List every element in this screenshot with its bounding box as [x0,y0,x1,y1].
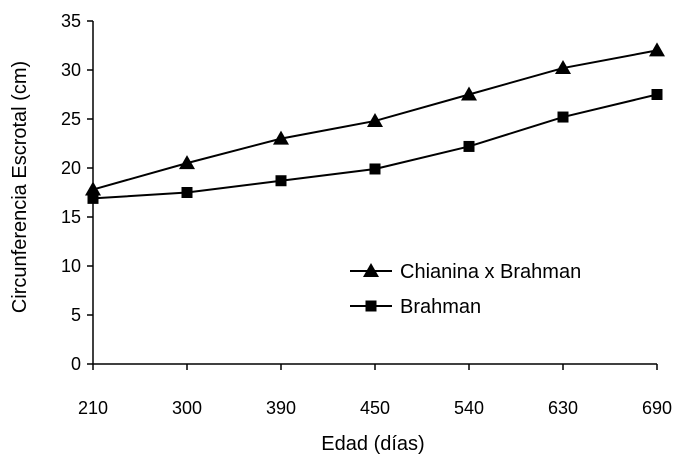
y-tick-label: 25 [61,109,81,129]
data-point-marker [461,86,477,101]
legend-label: Brahman [400,296,481,318]
x-tick-label: 450 [360,398,390,418]
series-line [92,93,658,200]
data-point-marker [651,89,663,100]
y-tick-label: 20 [61,158,81,178]
x-tick-label: 390 [266,398,296,418]
data-point-marker [85,181,101,196]
x-tick-label: 300 [172,398,202,418]
legend-marker [365,300,377,312]
y-tick-label: 30 [61,60,81,80]
data-point-marker [179,155,195,170]
data-point-marker [367,112,383,127]
series-1 [85,42,665,196]
x-axis-title: Edad (días) [321,433,424,454]
x-tick-label: 630 [548,398,578,418]
y-tick-label: 5 [71,305,81,325]
y-tick-label: 35 [61,11,81,31]
data-point-marker [649,42,665,57]
y-tick-label: 15 [61,207,81,227]
data-point-marker [463,140,475,152]
tick-labels: 0 5 10 15 20 25 30 35 210 300 390 450 540 630 690 [61,11,672,418]
y-tick-label: 10 [61,256,81,276]
legend-item: Brahman [350,296,481,318]
data-point-marker [275,175,287,187]
series-group [85,42,665,204]
data-point-marker [369,163,381,175]
legend-item: Chianina x Brahman [350,261,581,283]
chart-axes [87,20,658,370]
data-point-marker [557,111,569,123]
x-tick-label: 210 [78,398,108,418]
data-point-marker [181,187,193,198]
legend-label: Chianina x Brahman [400,261,581,283]
y-axis-title: Circunferencia Escrotal (cm) [9,61,31,313]
legend: Chianina x Brahman Brahman [350,261,581,318]
data-point-marker [555,60,571,75]
y-tick-label: 0 [71,354,81,374]
data-point-marker [273,130,289,145]
legend-marker [363,263,379,277]
data-point-marker [87,192,99,204]
x-tick-label: 540 [454,398,484,418]
series-2 [87,89,663,204]
x-tick-label: 690 [642,398,672,418]
